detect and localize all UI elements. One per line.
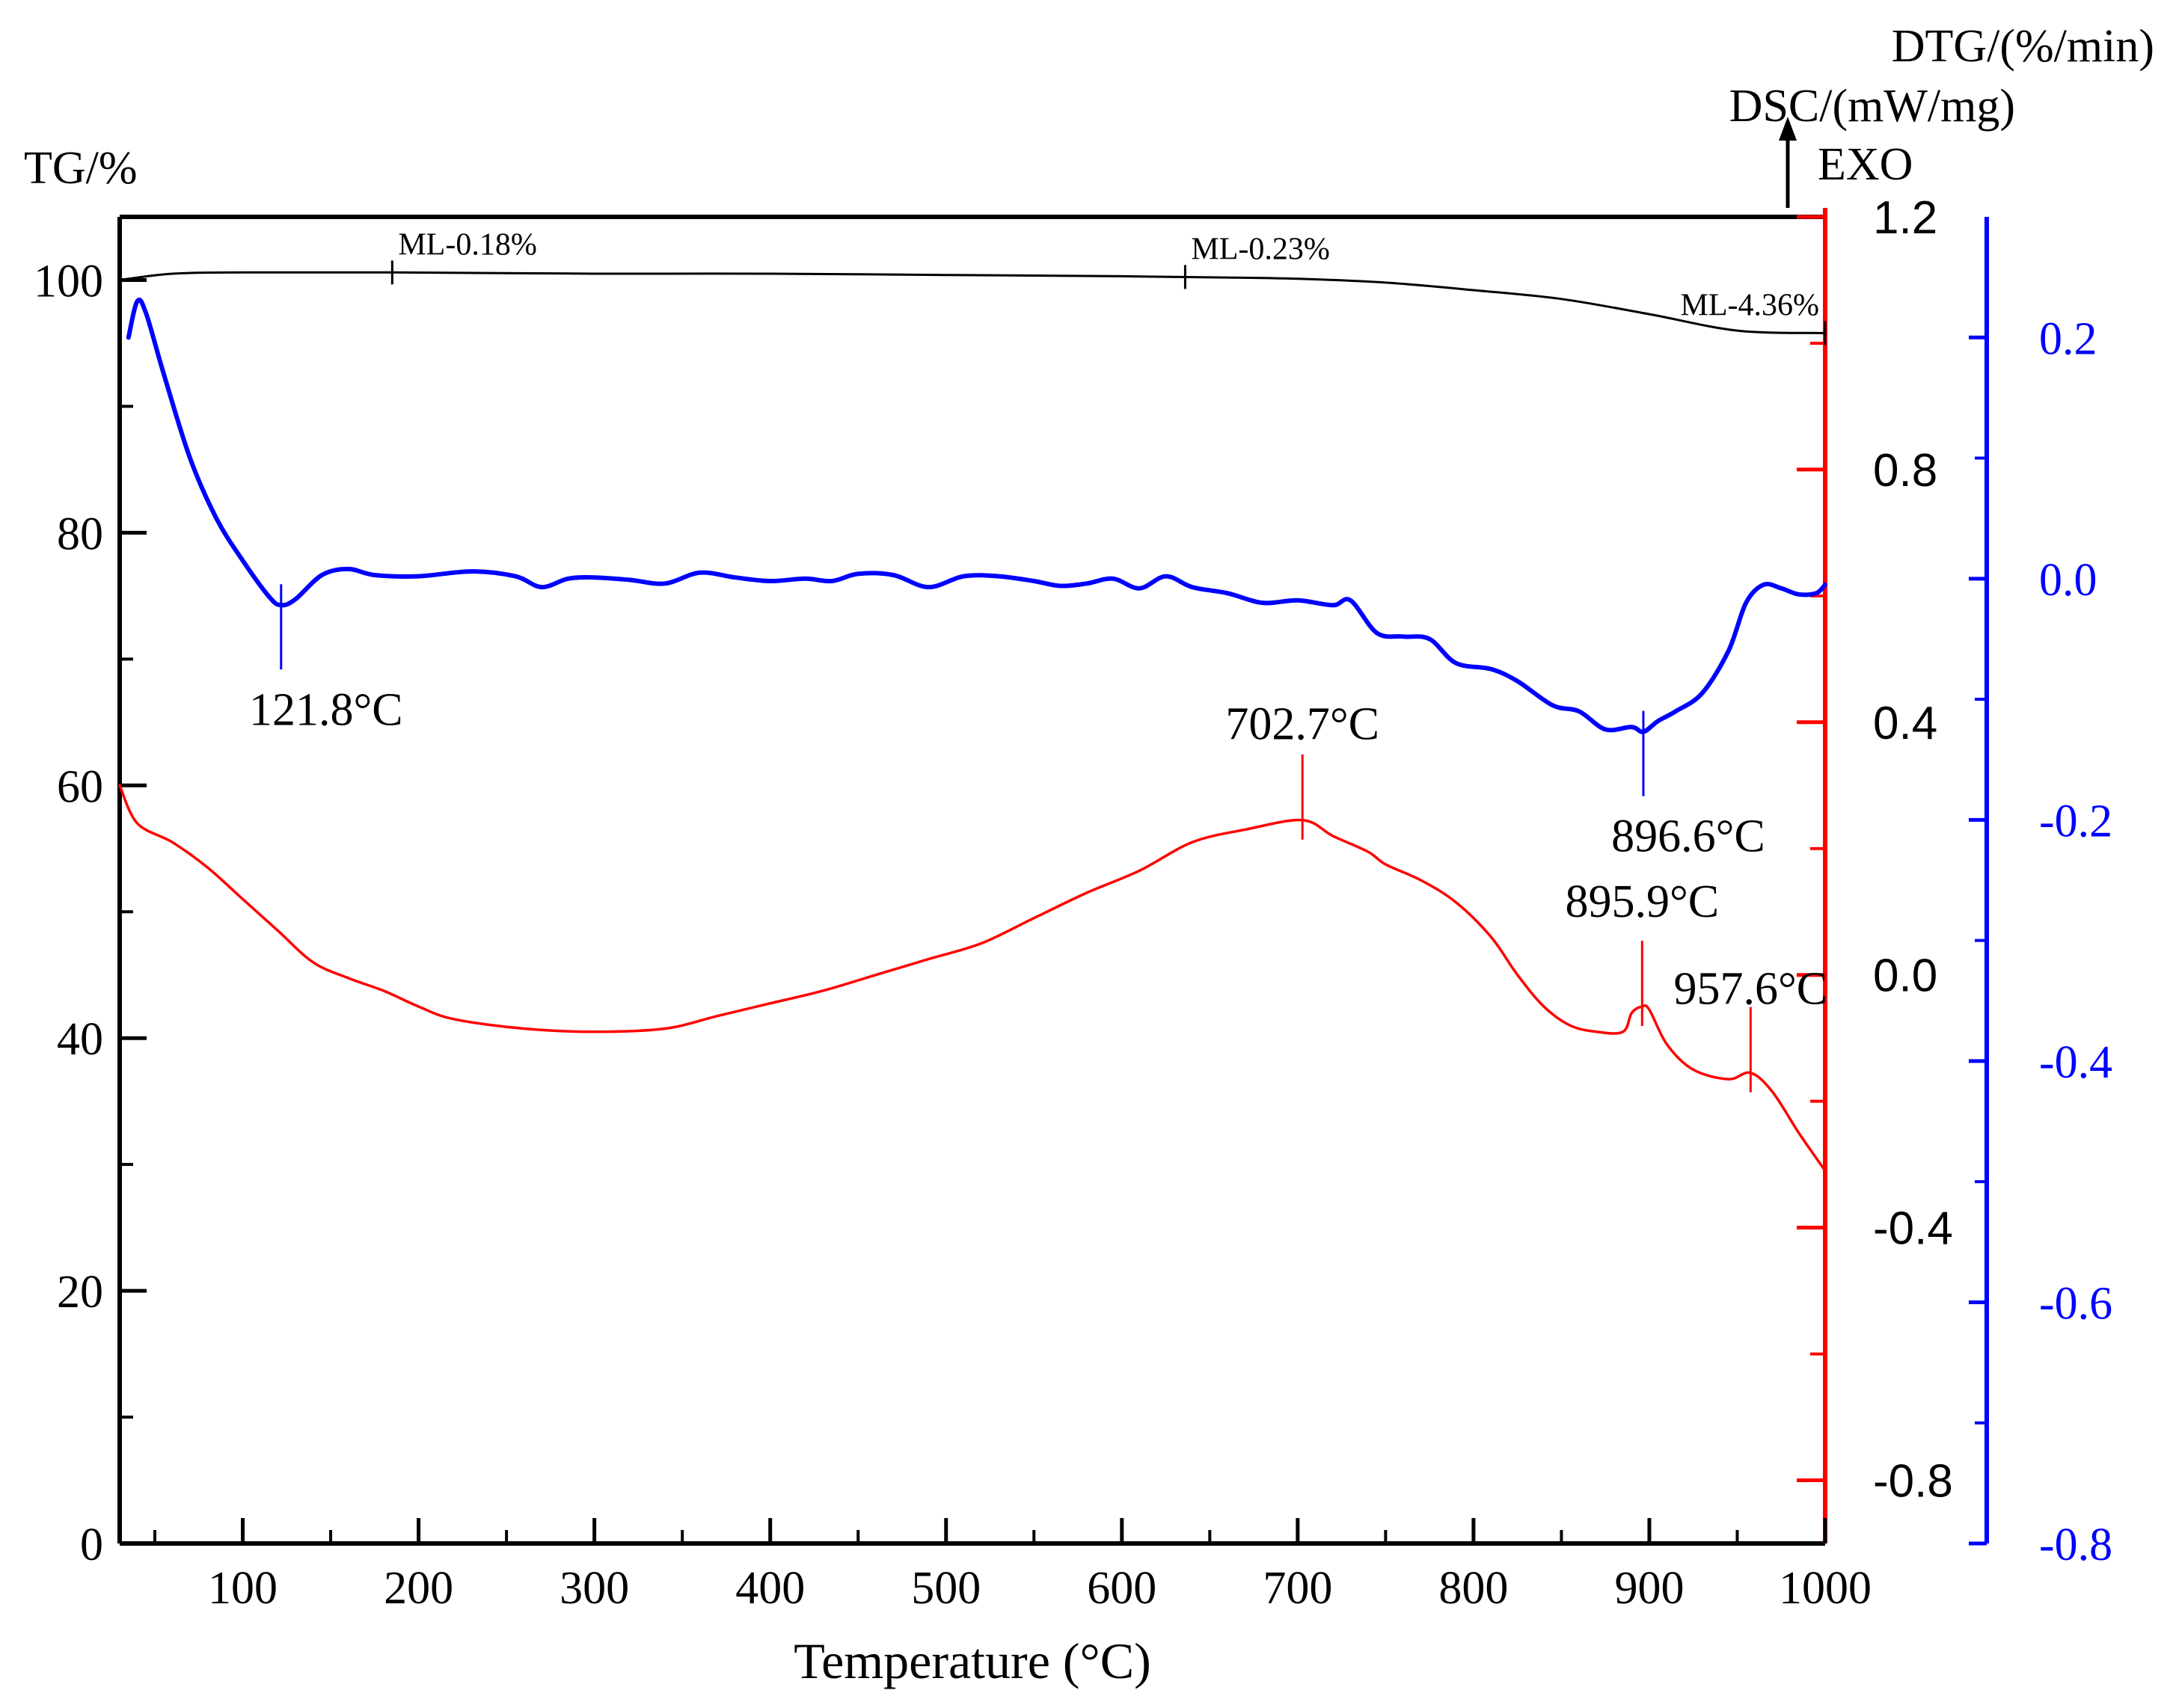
x-tick-label-700: 700 [1263,1563,1332,1614]
dsc-peak-label-0: 702.7°C [1225,699,1379,750]
x-tick-label-500: 500 [911,1563,981,1614]
series-tg-line [118,271,1827,334]
dsc-axis-title: DSC/(mW/mg) [1729,81,2015,132]
dsc-tick-label-1: -0.4 [1873,1203,1953,1255]
x-tick-label-900: 900 [1614,1563,1684,1614]
dtg-tick-label-2: -0.4 [2039,1037,2112,1088]
tg-tick-label-20: 20 [57,1267,103,1318]
x-tick-label-1000: 1000 [1779,1563,1872,1614]
dtg-tick-label-1: -0.6 [2039,1278,2112,1329]
tg-tick-label-0: 0 [80,1520,103,1570]
x-tick-label-800: 800 [1438,1563,1508,1614]
exo-label: EXO [1818,139,1913,190]
dsc-peak-label-1: 895.9°C [1565,876,1719,927]
tg-mass-loss-label-2: ML-4.36% [1681,288,1819,322]
dtg-tick-label-3: -0.2 [2039,796,2112,847]
series-dtg-line [126,297,1827,734]
dtg-peak-label-1: 896.6°C [1611,811,1765,862]
dsc-axis-ticks: -0.8 -0.4 0.0 0.4 0.8 1.2 [1797,192,1953,1508]
x-axis-title: Temperature (°C) [794,1632,1150,1689]
dsc-tick-label-0: -0.8 [1873,1456,1953,1508]
tg-mass-loss-label-0: ML-0.18% [398,227,536,262]
dtg-tick-label-0: -0.8 [2039,1520,2112,1570]
dsc-tick-label-2: 0.0 [1873,950,1937,1002]
dtg-tick-label-4: 0.0 [2039,555,2097,606]
series-dsc-line [118,784,1827,1173]
dsc-tick-label-5: 1.2 [1873,192,1937,244]
tg-tick-label-60: 60 [57,761,103,812]
dtg-peak-label-0: 121.8°C [249,684,403,735]
x-tick-label-600: 600 [1087,1563,1156,1614]
dsc-tick-label-3: 0.4 [1873,698,1937,749]
dsc-peak-label-2: 957.6°C [1674,964,1828,1015]
tg-tick-label-80: 80 [57,509,103,559]
x-tick-label-300: 300 [560,1563,629,1614]
tg-axis-ticks: 0 20 40 60 80 100 [34,256,147,1570]
annotation-layer: ML-0.18% ML-0.23% ML-4.36% 121.8°C 896.6°C 70… [249,227,1828,1093]
x-tick-label-100: 100 [208,1563,278,1614]
tg-tick-label-100: 100 [34,256,103,307]
tg-mass-loss-label-1: ML-0.23% [1191,232,1329,266]
dtg-axis-ticks: -0.8 -0.6 -0.4 -0.2 0.0 0.2 [1969,313,2112,1570]
x-tick-label-200: 200 [384,1563,453,1614]
x-tick-label-400: 400 [735,1563,805,1614]
exo-arrow-icon [1779,117,1797,208]
tg-axis-title: TG/% [24,143,138,194]
dsc-tick-label-4: 0.8 [1873,445,1937,497]
tg-tick-label-40: 40 [57,1014,103,1065]
dtg-axis-title: DTG/(%/min) [1892,21,2154,72]
dtg-tick-label-5: 0.2 [2039,313,2097,364]
x-axis-ticks: 100 200 300 400 500 600 700 800 900 1000 [153,1518,1872,1614]
